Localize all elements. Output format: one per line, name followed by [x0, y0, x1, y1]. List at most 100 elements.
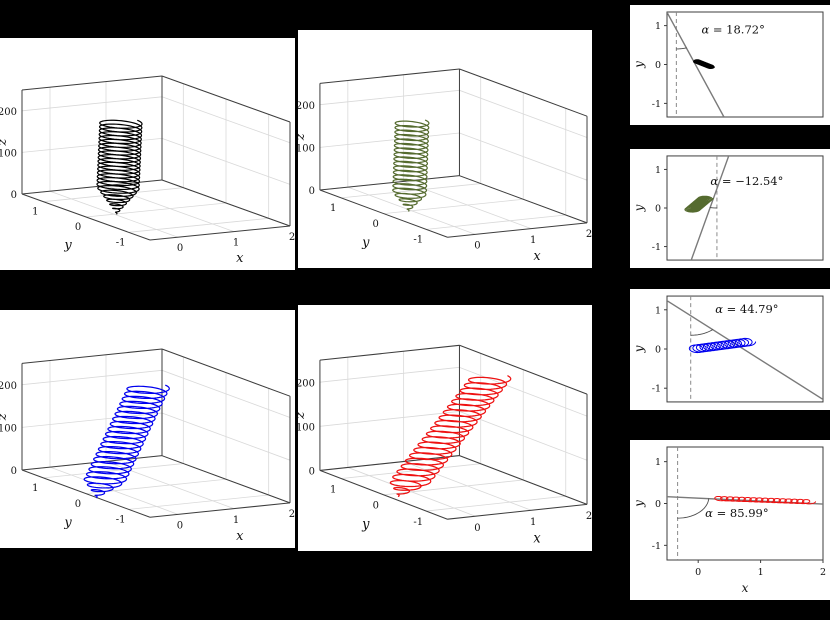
axis-box-edge [161, 179, 291, 227]
z-tick-label: 100 [0, 423, 17, 434]
y-axis-label: y [632, 500, 646, 508]
z-tick-label: 200 [298, 101, 315, 112]
y-tick-label: 1 [32, 483, 38, 494]
x-axis-label: x [533, 531, 541, 546]
trajectory-3d-path [389, 375, 512, 497]
z-tick-label: 200 [298, 377, 315, 389]
panel-2d-angle-blue: -1 0 1 y α = 44.79° [630, 289, 830, 410]
plot-area [667, 12, 725, 117]
y-tick-label: 1 [655, 21, 661, 32]
grid-line [161, 96, 291, 144]
grid-line [341, 463, 481, 479]
axes-3d-grid [21, 75, 291, 241]
grid-line [161, 138, 291, 185]
y-axis-label: y [63, 515, 72, 530]
plot-area [667, 447, 823, 560]
x-tick-label: 0 [474, 241, 480, 252]
z-tick-label: 0 [11, 190, 17, 201]
y-tick-label: 1 [330, 203, 336, 214]
trajectory-3d-path [96, 119, 143, 215]
trajectory-3d-path [83, 384, 170, 499]
alpha-annotation: α = 85.99° [705, 506, 768, 520]
axis-box-edge [21, 193, 151, 241]
view2d-red-canvas: -1 0 1 y 0 1 2 x α = 85.99° [632, 446, 826, 595]
axis-box-edge [459, 455, 588, 505]
y-tick-label: 1 [330, 483, 336, 495]
axis-box-edge [319, 68, 460, 84]
z-tick-label: 100 [0, 148, 17, 159]
grid-line [319, 132, 460, 148]
alpha-annotation: α = 18.72° [701, 22, 764, 36]
traj3d-blue-canvas: 0 1 2 -1 0 1 0 100 200 x y z [0, 348, 295, 544]
y-tick-label: 0 [75, 499, 81, 510]
axis-box-edge [161, 455, 291, 504]
panel-3d-trajectory-red: 0 1 2 -1 0 1 0 100 200 x y z [298, 305, 592, 551]
grid-line [128, 217, 269, 233]
grid-line [459, 366, 588, 417]
axis-box-edge [459, 175, 588, 224]
y-axis-label: y [361, 517, 370, 532]
axis-box-edge [161, 348, 291, 397]
view2d-blue-canvas: -1 0 1 y α = 44.79° [632, 295, 824, 403]
axis-box-edge [319, 189, 448, 238]
y-axis-label: y [632, 345, 646, 353]
panel-2d-angle-red: -1 0 1 y 0 1 2 x α = 85.99° [630, 440, 830, 600]
axis-box-edge [319, 469, 448, 520]
view2d-green-canvas: -1 0 1 y α = −12.54° [632, 155, 824, 261]
y-axis-label: y [361, 235, 370, 250]
x-tick-label: 1 [233, 238, 239, 249]
view2d-black-canvas: -1 0 1 y α = 18.72° [632, 11, 824, 118]
grid-line [128, 494, 269, 510]
axis-box-edge [161, 75, 291, 123]
y-tick-label: -1 [652, 541, 661, 552]
z-tick-label: 200 [0, 107, 17, 118]
x-tick-label: 1 [530, 235, 536, 246]
z-axis-label: z [0, 413, 10, 421]
y-tick-label: 1 [655, 457, 661, 468]
grid-line [319, 366, 460, 383]
y-axis-label: y [63, 238, 72, 253]
grid-line [341, 183, 481, 199]
grid-line [459, 89, 588, 138]
y-tick-label: -1 [652, 242, 661, 253]
grid-line [426, 214, 566, 230]
panel-2d-angle-black: -1 0 1 y α = 18.72° [630, 5, 830, 125]
y-axis-label: y [632, 204, 646, 212]
grid-line [85, 202, 227, 218]
axis-box-edge [149, 502, 291, 518]
grid-line [426, 495, 566, 512]
y-tick-label: -1 [413, 516, 423, 528]
y-tick-label: 1 [655, 165, 661, 176]
grid-line [161, 412, 291, 461]
y-tick-label: 0 [655, 60, 661, 71]
alpha-annotation: α = −12.54° [710, 174, 783, 188]
grid-line [319, 89, 460, 106]
grid-line [383, 198, 524, 215]
y-tick-label: 0 [75, 222, 81, 233]
axis-box-edge [319, 344, 460, 361]
panel-2d-angle-green: -1 0 1 y α = −12.54° [630, 149, 830, 268]
axes-3d-grid [319, 68, 588, 238]
x-tick-label: 2 [586, 510, 592, 522]
plot-area [667, 296, 823, 402]
x-axis-label: x [236, 251, 244, 266]
traj3d-black-canvas: 0 1 2 -1 0 1 0 100 200 x y z [0, 75, 295, 266]
y-tick-label: -1 [116, 237, 126, 248]
angle-arc [675, 47, 687, 50]
y-tick-label: 1 [32, 207, 38, 218]
axis-box-edge [319, 175, 460, 191]
y-tick-label: -1 [116, 515, 126, 526]
y-axis-label: y [632, 61, 646, 69]
x-tick-label: 2 [820, 567, 826, 578]
panel-3d-trajectory-green: 0 1 2 -1 0 1 0 100 200 x y z [298, 30, 592, 268]
angle-arc [677, 498, 710, 519]
traj3d-green-canvas: 0 1 2 -1 0 1 0 100 200 x y z [298, 68, 592, 264]
x-tick-label: 1 [233, 515, 239, 526]
axis-box-edge [21, 75, 163, 91]
axis-box-edge [447, 222, 588, 238]
axis-box-edge [447, 503, 588, 520]
grid-line [459, 132, 588, 181]
grid-line [43, 463, 184, 479]
z-tick-label: 200 [0, 381, 17, 392]
